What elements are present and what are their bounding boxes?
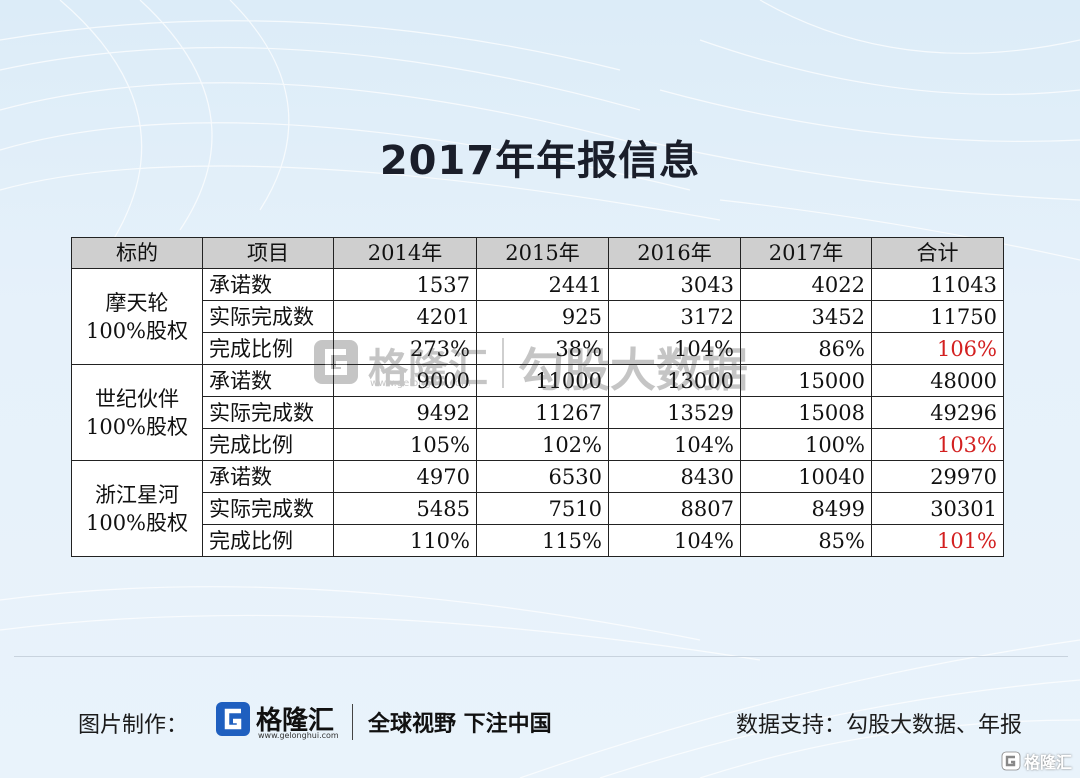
value-cell: 38% [476, 332, 609, 365]
value-cell: 105% [333, 428, 477, 461]
item-cell: 完成比例 [202, 428, 334, 461]
target-cell-shiji-huoban: 世纪伙伴 100%股权 [71, 364, 203, 461]
column-header-total: 合计 [871, 237, 1004, 269]
value-cell: 110% [333, 524, 477, 557]
value-cell: 4022 [740, 268, 872, 301]
target-stake: 100%股权 [85, 414, 189, 439]
table-row: 摩天轮 100%股权 承诺数 1537 2441 3043 4022 11043 [71, 268, 1004, 365]
item-cell: 承诺数 [202, 364, 334, 397]
value-cell: 1537 [333, 268, 477, 301]
value-cell: 15008 [740, 396, 872, 429]
value-cell: 11000 [476, 364, 609, 397]
value-cell: 13529 [608, 396, 741, 429]
column-header-2017: 2017年 [740, 237, 872, 269]
value-cell: 85% [740, 524, 872, 557]
total-cell: 48000 [871, 364, 1004, 397]
value-cell: 9000 [333, 364, 477, 397]
item-cell: 实际完成数 [202, 396, 334, 429]
value-cell: 104% [608, 524, 741, 557]
item-cell: 承诺数 [202, 460, 334, 493]
target-stake: 100%股权 [85, 318, 189, 343]
item-cell: 实际完成数 [202, 300, 334, 333]
value-cell: 8430 [608, 460, 741, 493]
table-row: 完成比例 110% 115% 104% 85% 101% [72, 524, 1004, 557]
value-cell: 3452 [740, 300, 872, 333]
item-cell: 完成比例 [202, 524, 334, 557]
page-title: 2017年年报信息 [379, 138, 701, 184]
target-name: 世纪伙伴 [95, 386, 179, 411]
value-cell: 3043 [608, 268, 741, 301]
item-cell: 实际完成数 [202, 492, 334, 525]
value-cell: 11267 [476, 396, 609, 429]
value-cell: 104% [608, 332, 741, 365]
target-cell-motianlun: 摩天轮 100%股权 [71, 268, 203, 365]
total-ratio-highlight: 103% [871, 428, 1004, 461]
value-cell: 4201 [333, 300, 477, 333]
made-by-label: 图片制作： [78, 713, 189, 738]
column-header-2016: 2016年 [608, 237, 741, 269]
total-cell: 29970 [871, 460, 1004, 493]
footer-divider [352, 704, 353, 740]
value-cell: 8807 [608, 492, 741, 525]
value-cell: 925 [476, 300, 609, 333]
value-cell: 104% [608, 428, 741, 461]
column-header-2015: 2015年 [476, 237, 609, 269]
footer-brand: 格隆汇 [256, 706, 335, 736]
value-cell: 9492 [333, 396, 477, 429]
value-cell: 8499 [740, 492, 872, 525]
corner-watermark-text: 格隆汇 [1023, 753, 1072, 772]
item-cell: 承诺数 [202, 268, 334, 301]
value-cell: 13000 [608, 364, 741, 397]
total-cell: 11750 [871, 300, 1004, 333]
value-cell: 100% [740, 428, 872, 461]
value-cell: 3172 [608, 300, 741, 333]
target-name: 浙江星河 [95, 482, 179, 507]
value-cell: 86% [740, 332, 872, 365]
value-cell: 273% [333, 332, 477, 365]
column-header-target: 标的 [71, 237, 203, 269]
target-stake: 100%股权 [85, 510, 189, 535]
corner-watermark: 格隆汇 [1001, 750, 1072, 772]
annual-report-table: 标的 项目 2014年 2015年 2016年 2017年 合计 摩天轮 100… [71, 237, 1004, 557]
table-row: 完成比例 273% 38% 104% 86% 106% [72, 332, 1004, 365]
item-cell: 完成比例 [202, 332, 334, 365]
table-row: 实际完成数 4201 925 3172 3452 11750 [72, 300, 1004, 333]
gelonghui-corner-icon [1001, 751, 1021, 771]
data-source-note: 数据支持：勾股大数据、年报 [735, 713, 1022, 738]
column-header-item: 项目 [202, 237, 334, 269]
target-cell-zhejiang-xinghe: 浙江星河 100%股权 [71, 460, 203, 557]
value-cell: 2441 [476, 268, 609, 301]
total-cell: 30301 [871, 492, 1004, 525]
value-cell: 7510 [476, 492, 609, 525]
value-cell: 6530 [476, 460, 609, 493]
table-header-row: 标的 项目 2014年 2015年 2016年 2017年 合计 [71, 237, 1004, 269]
table-row: 实际完成数 5485 7510 8807 8499 30301 [72, 492, 1004, 525]
column-header-2014: 2014年 [333, 237, 477, 269]
footer-separator [14, 656, 1068, 657]
target-name: 摩天轮 [105, 290, 169, 315]
total-ratio-highlight: 101% [871, 524, 1004, 557]
table-row: 实际完成数 9492 11267 13529 15008 49296 [72, 396, 1004, 429]
footer-slogan: 全球视野 下注中国 [368, 712, 552, 737]
value-cell: 10040 [740, 460, 872, 493]
gelonghui-logo-icon [216, 702, 250, 736]
value-cell: 102% [476, 428, 609, 461]
total-cell: 11043 [871, 268, 1004, 301]
table-row: 世纪伙伴 100%股权 承诺数 9000 11000 13000 15000 4… [71, 364, 1004, 461]
table-row: 完成比例 105% 102% 104% 100% 103% [72, 428, 1004, 461]
footer-brand-url: www.gelonghui.com [258, 731, 339, 740]
total-cell: 49296 [871, 396, 1004, 429]
value-cell: 5485 [333, 492, 477, 525]
table-row: 浙江星河 100%股权 承诺数 4970 6530 8430 10040 299… [71, 460, 1004, 557]
value-cell: 115% [476, 524, 609, 557]
total-ratio-highlight: 106% [871, 332, 1004, 365]
value-cell: 4970 [333, 460, 477, 493]
value-cell: 15000 [740, 364, 872, 397]
